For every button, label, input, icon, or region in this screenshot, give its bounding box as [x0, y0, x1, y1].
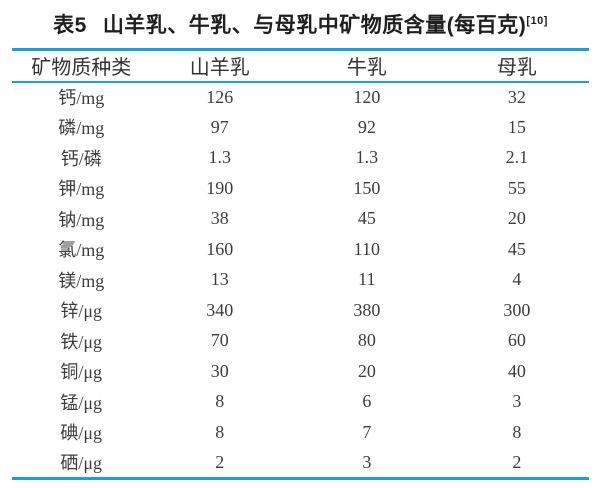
table-row: 铜/μg 30 20 40	[12, 356, 589, 387]
value-cell: 8	[512, 421, 522, 442]
table-row: 铁/μg 70 80 60	[12, 326, 589, 357]
table-header: 矿物质种类 山羊乳 牛乳 母乳	[12, 50, 589, 82]
value-cell: 3	[512, 391, 522, 412]
mineral-label: 钠/mg	[58, 209, 105, 230]
value-cell: 120	[353, 86, 381, 107]
value-cell: 190	[206, 177, 234, 198]
column-header-0: 矿物质种类	[31, 57, 132, 80]
table-body: 钙/mg 126 120 32 磷/mg 97 92 15 钙/磷 1.3 1.3 2.1 钾/mg 19…	[12, 82, 589, 479]
table-row: 氯/mg 160 110 45	[12, 234, 589, 265]
value-cell: 55	[507, 177, 526, 198]
value-cell: 60	[507, 330, 526, 351]
column-header-2: 牛乳	[346, 57, 387, 80]
value-cell: 380	[353, 299, 381, 320]
value-cell: 6	[362, 391, 372, 412]
value-cell: 2.1	[505, 147, 529, 168]
mineral-label: 碘/μg	[60, 423, 103, 444]
value-cell: 340	[206, 299, 234, 320]
table-row: 锌/μg 340 380 300	[12, 295, 589, 326]
table-row: 碘/μg 8 7 8	[12, 417, 589, 448]
value-cell: 45	[357, 208, 376, 229]
value-cell: 11	[358, 269, 376, 290]
minerals-table: 矿物质种类 山羊乳 牛乳 母乳 钙/mg 126 120 32 磷/mg 97 92 15 钙/磷 1.…	[12, 48, 589, 480]
value-cell: 150	[353, 177, 381, 198]
column-header-3: 母乳	[496, 57, 537, 80]
mineral-label: 磷/mg	[58, 118, 105, 139]
value-cell: 300	[503, 299, 531, 320]
table-row: 钙/磷 1.3 1.3 2.1	[12, 143, 589, 174]
mineral-label: 硒/μg	[60, 453, 103, 473]
mineral-label: 铁/μg	[60, 331, 103, 352]
value-cell: 8	[215, 391, 225, 412]
value-cell: 4	[512, 269, 522, 290]
citation-superscript: [10]	[526, 15, 548, 27]
table-row: 钠/mg 38 45 20	[12, 204, 589, 235]
mineral-label: 铜/μg	[60, 362, 103, 383]
table-row: 钾/mg 190 150 55	[12, 173, 589, 204]
mineral-label: 氯/mg	[58, 240, 105, 261]
value-cell: 1.3	[355, 147, 379, 168]
value-cell: 13	[210, 269, 229, 290]
value-cell: 30	[210, 360, 229, 381]
column-header-1: 山羊乳	[189, 57, 250, 80]
value-cell: 2	[512, 451, 522, 472]
mineral-label: 锌/μg	[60, 301, 103, 322]
value-cell: 45	[507, 238, 526, 259]
value-cell: 40	[507, 360, 526, 381]
value-cell: 8	[215, 421, 225, 442]
table-row: 磷/mg 97 92 15	[12, 112, 589, 143]
value-cell: 38	[210, 208, 229, 229]
value-cell: 80	[357, 330, 376, 351]
table-number: 表5	[53, 14, 87, 37]
value-cell: 1.3	[208, 147, 231, 168]
value-cell: 92	[357, 116, 376, 137]
value-cell: 20	[507, 208, 526, 229]
table-row: 镁/mg 13 11 4	[12, 265, 589, 296]
value-cell: 97	[210, 116, 229, 137]
mineral-label: 钾/mg	[58, 179, 105, 200]
value-cell: 20	[357, 360, 376, 381]
value-cell: 32	[507, 86, 526, 107]
mineral-label: 钙/磷	[60, 148, 102, 169]
header-row: 矿物质种类 山羊乳 牛乳 母乳	[12, 50, 589, 82]
table-row: 锰/μg 8 6 3	[12, 387, 589, 418]
value-cell: 2	[215, 451, 225, 472]
mineral-label: 钙/mg	[58, 88, 105, 109]
value-cell: 15	[507, 116, 526, 137]
table-caption: 表5 山羊乳、牛乳、与母乳中矿物质含量(每百克)[10]	[12, 5, 589, 48]
value-cell: 7	[362, 421, 372, 442]
table-row: 钙/mg 126 120 32	[12, 82, 589, 113]
value-cell: 3	[362, 451, 372, 472]
value-cell: 110	[353, 238, 380, 259]
value-cell: 126	[206, 86, 234, 107]
value-cell: 160	[206, 238, 234, 259]
mineral-label: 锰/μg	[60, 392, 103, 413]
value-cell: 70	[210, 330, 229, 351]
table-title: 山羊乳、牛乳、与母乳中矿物质含量(每百克)	[102, 14, 527, 37]
mineral-label: 镁/mg	[58, 270, 105, 291]
table-row: 硒/μg 2 3 2	[12, 448, 589, 479]
